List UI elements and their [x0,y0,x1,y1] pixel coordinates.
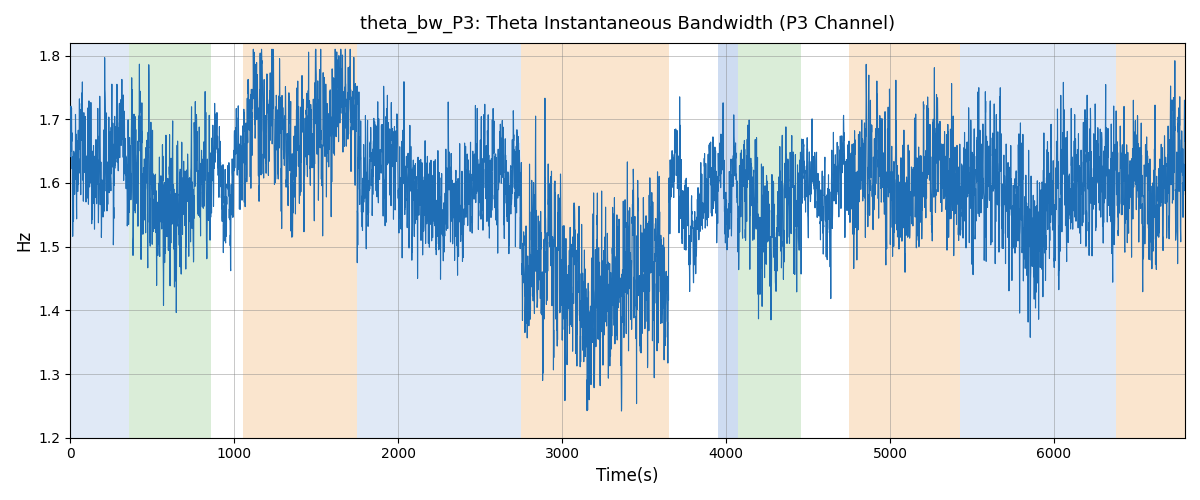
X-axis label: Time(s): Time(s) [596,467,659,485]
Bar [718,43,738,438]
Bar [242,43,358,438]
Bar [960,43,1116,438]
Bar [738,43,802,438]
Y-axis label: Hz: Hz [14,230,32,251]
Bar [71,43,128,438]
Bar [848,43,960,438]
Title: theta_bw_P3: Theta Instantaneous Bandwidth (P3 Channel): theta_bw_P3: Theta Instantaneous Bandwid… [360,15,895,34]
Bar [521,43,668,438]
Bar [128,43,210,438]
Bar [358,43,521,438]
Bar [1116,43,1186,438]
